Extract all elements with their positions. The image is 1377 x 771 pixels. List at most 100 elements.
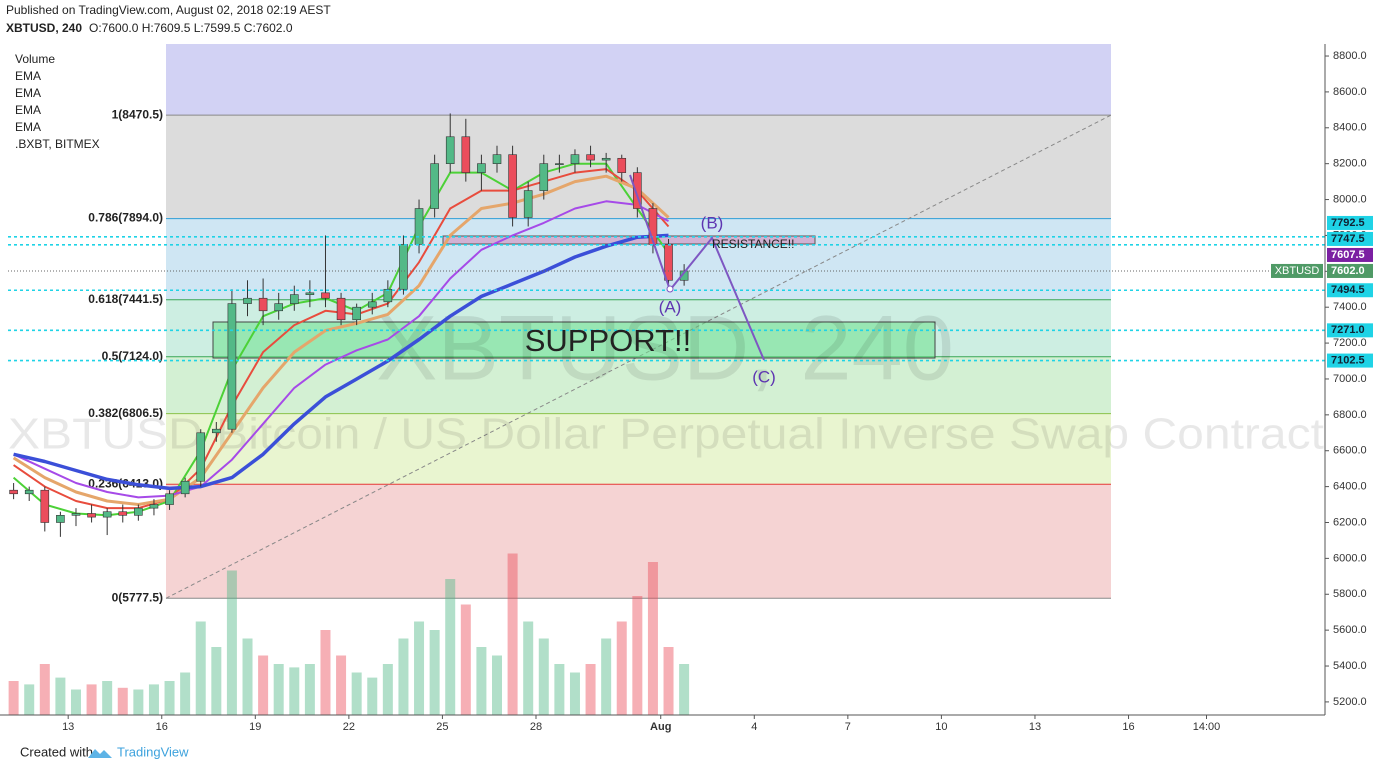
y-tick-label: 6400.0 xyxy=(1333,481,1367,493)
candle-body xyxy=(71,513,81,516)
volume-bar xyxy=(569,672,580,715)
volume-bar xyxy=(429,630,440,715)
candle-body xyxy=(367,301,377,308)
fib-label: 0.5(7124.0) xyxy=(102,349,163,363)
candle-body xyxy=(134,507,143,516)
legend-entry: EMA xyxy=(15,120,41,134)
trend-line xyxy=(165,114,1112,599)
fib-label: 1(8470.5) xyxy=(112,107,163,121)
fib-label: 0.382(6806.5) xyxy=(88,406,163,420)
y-tick-label: 6200.0 xyxy=(1333,516,1367,528)
candle-body xyxy=(336,297,346,321)
candle-body xyxy=(461,136,471,173)
candle-body xyxy=(430,163,439,209)
volume-bar xyxy=(289,667,300,715)
legend-entry: Volume xyxy=(15,52,55,66)
price-label: 7494.5 xyxy=(1331,284,1365,296)
y-tick-label: 7200.0 xyxy=(1333,337,1367,349)
volume-bar xyxy=(679,664,690,715)
price-label: 7102.5 xyxy=(1331,354,1365,366)
volume-bar xyxy=(492,655,503,715)
candle-body xyxy=(212,428,221,434)
volume-bar xyxy=(523,621,534,715)
candle-body xyxy=(399,244,408,290)
volume-bar xyxy=(226,570,237,715)
price-label-bg xyxy=(1327,353,1373,368)
candle-body xyxy=(321,292,330,299)
fib-label: 0.618(7441.5) xyxy=(88,292,163,306)
legend-entry: EMA xyxy=(15,103,41,117)
fib-label: 0.786(7894.0) xyxy=(88,211,163,225)
fib-zone xyxy=(166,484,1111,599)
x-tick-label: Aug xyxy=(650,721,671,733)
candle-body xyxy=(508,154,517,218)
candle-body xyxy=(165,493,174,505)
candle-body xyxy=(414,208,424,245)
candle-body xyxy=(445,136,455,164)
candle-body xyxy=(102,511,112,518)
volume-bar xyxy=(195,621,206,715)
volume-bar xyxy=(55,677,66,715)
volume-bar xyxy=(180,672,191,715)
x-tick-label: 28 xyxy=(530,721,542,733)
wave-label: (B) xyxy=(701,213,724,232)
candle-body xyxy=(492,154,502,164)
volume-bar xyxy=(148,684,159,715)
candle-body xyxy=(305,292,315,295)
y-tick-label: 8400.0 xyxy=(1333,122,1367,134)
price-label-bg xyxy=(1327,283,1373,298)
candle-body xyxy=(523,190,533,218)
y-tick-label: 5400.0 xyxy=(1333,660,1367,672)
y-tick-label: 6000.0 xyxy=(1333,552,1367,564)
symbol: XBTUSD, 240 xyxy=(6,21,82,35)
y-tick-label: 7400.0 xyxy=(1333,301,1367,313)
legend-entry: .BXBT, BITMEX xyxy=(15,137,100,151)
volume-bar xyxy=(242,638,253,715)
price-label-bg xyxy=(1327,231,1373,246)
candle-body xyxy=(196,432,206,482)
volume-bar xyxy=(507,553,518,715)
volume-bar xyxy=(647,562,658,715)
candle-body xyxy=(40,489,50,523)
y-tick-label: 7000.0 xyxy=(1333,373,1367,385)
candle-body xyxy=(601,157,611,161)
candle-body xyxy=(258,297,268,312)
volume-bar xyxy=(585,664,596,715)
y-tick-label: 6600.0 xyxy=(1333,445,1367,457)
resistance-label: RESISTANCE!! xyxy=(712,237,794,251)
volume-bar xyxy=(336,655,347,715)
volume-bar xyxy=(320,630,331,715)
support-label: SUPPORT!! xyxy=(525,323,692,358)
x-tick-label: 25 xyxy=(436,721,448,733)
x-tick-label: 22 xyxy=(343,721,355,733)
candle-body xyxy=(24,489,34,495)
axis-panel xyxy=(1325,44,1377,741)
volume-bar xyxy=(273,664,284,715)
x-tick-label: 16 xyxy=(156,721,168,733)
footer-brand[interactable]: TradingView xyxy=(117,744,189,759)
volume-bar xyxy=(616,621,627,715)
price-label-bg xyxy=(1327,247,1373,262)
volume-bar xyxy=(351,672,362,715)
watermark-description: XBTUSD Bitcoin / US Dollar Perpetual Inv… xyxy=(8,410,1324,459)
volume-bar xyxy=(86,684,97,715)
x-tick-label: 13 xyxy=(1029,721,1041,733)
fib-zone xyxy=(166,413,1111,485)
candle-body xyxy=(56,515,65,523)
x-tick-label: 13 xyxy=(62,721,74,733)
axis-panel xyxy=(0,715,1377,741)
x-tick-label: 7 xyxy=(845,721,851,733)
y-tick-label: 6800.0 xyxy=(1333,409,1367,421)
candle-body xyxy=(180,480,190,495)
volume-bar xyxy=(632,596,643,715)
candle-body xyxy=(617,157,627,173)
x-tick-label: 14:00 xyxy=(1193,721,1221,733)
volume-bar xyxy=(133,689,144,715)
price-label: 7792.5 xyxy=(1331,217,1365,229)
ema-line xyxy=(12,174,670,506)
volume-bar xyxy=(414,621,425,715)
volume-bar xyxy=(8,681,19,715)
y-tick-label: 8800.0 xyxy=(1333,50,1367,62)
